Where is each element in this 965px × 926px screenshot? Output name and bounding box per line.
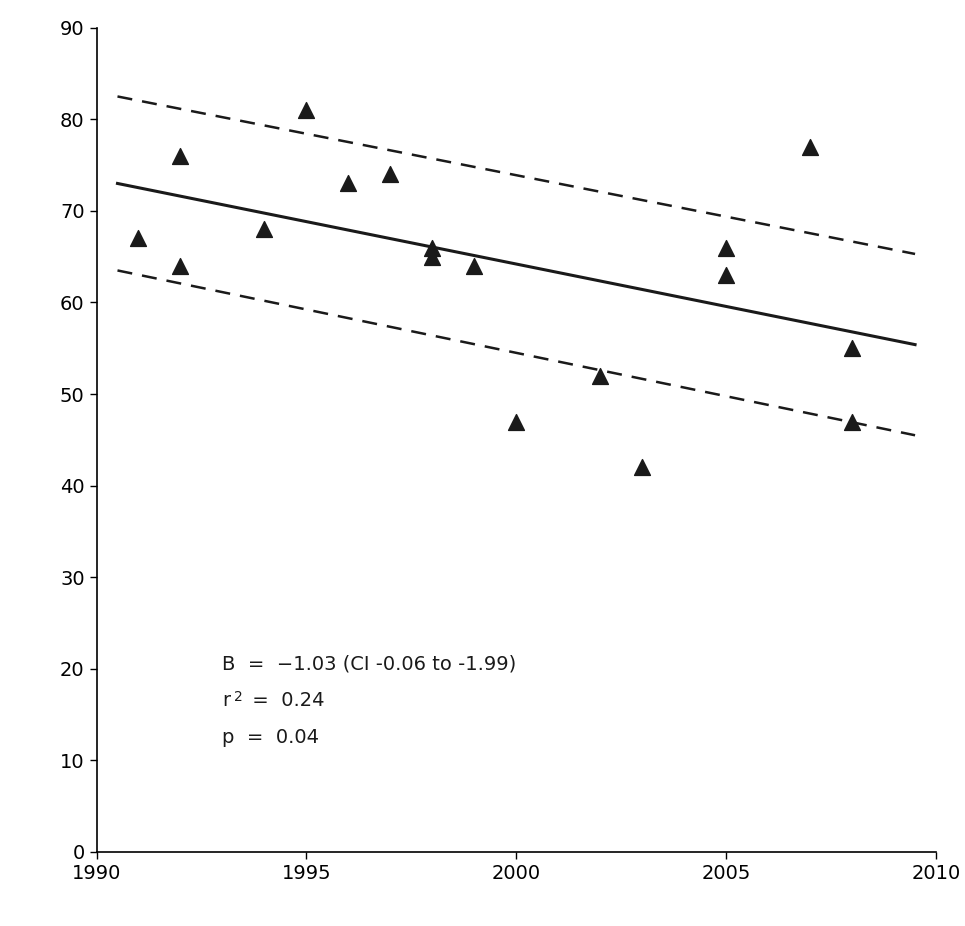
Text: p  =  0.04: p = 0.04	[223, 728, 319, 746]
Point	[593, 369, 608, 383]
Point	[509, 414, 524, 429]
Point	[257, 222, 272, 237]
Point	[173, 258, 188, 273]
Point	[719, 240, 734, 255]
Text: =  0.24: = 0.24	[245, 691, 324, 710]
Point	[299, 103, 315, 118]
Point	[635, 460, 650, 475]
Point	[383, 167, 399, 181]
Point	[425, 240, 440, 255]
Point	[173, 148, 188, 163]
Text: 2: 2	[234, 690, 243, 704]
Point	[803, 140, 818, 155]
Point	[467, 258, 482, 273]
Point	[844, 414, 860, 429]
Point	[131, 231, 147, 245]
Text: B  =  −1.03 (CI -0.06 to -1.99): B = −1.03 (CI -0.06 to -1.99)	[223, 655, 516, 673]
Point	[425, 249, 440, 264]
Point	[341, 176, 356, 191]
Point	[719, 268, 734, 282]
Point	[844, 341, 860, 356]
Text: r: r	[223, 691, 231, 710]
